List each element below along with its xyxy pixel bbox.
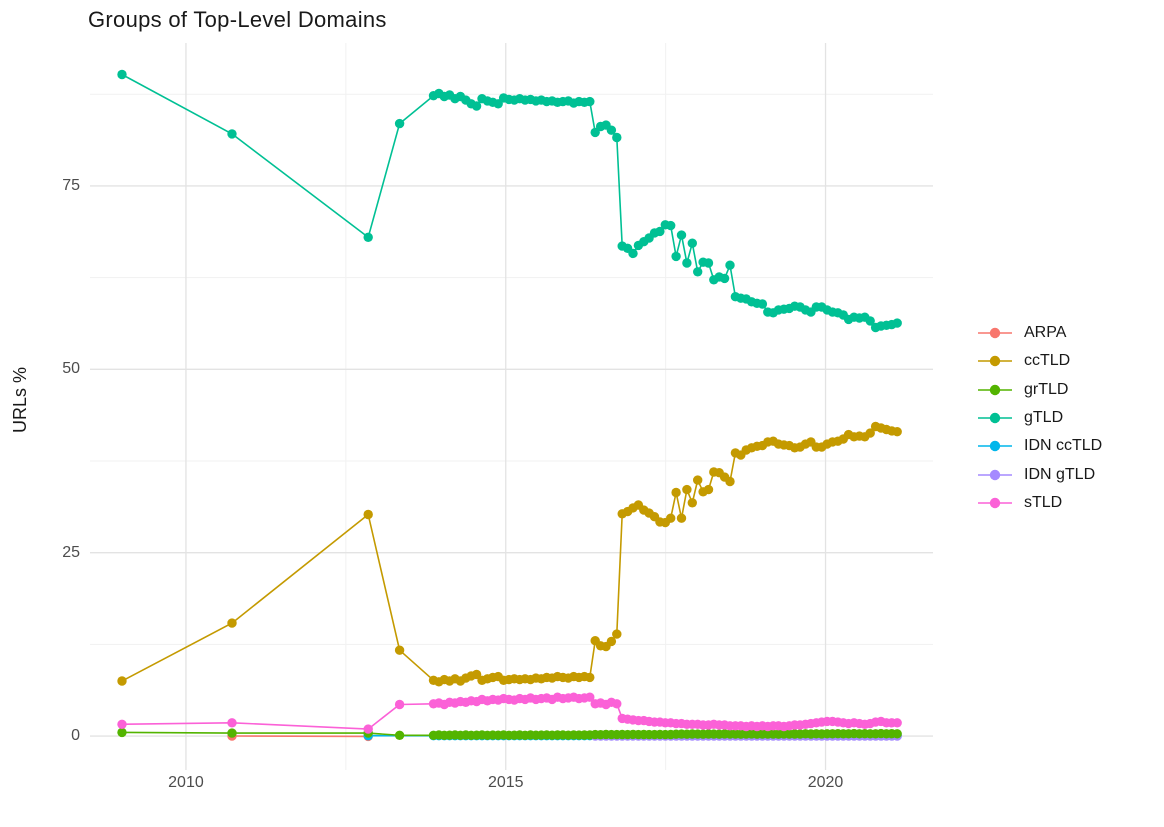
series-ccTLD-point — [703, 484, 714, 495]
series-gTLD-point — [687, 238, 697, 248]
series-sTLD-point — [394, 699, 405, 710]
series-gTLD-point — [363, 232, 373, 242]
series-ccTLD-point — [363, 509, 373, 520]
series-sTLD-point — [892, 718, 902, 728]
series-ccTLD-point — [117, 676, 127, 686]
series-ccTLD-point — [394, 645, 405, 655]
legend-label: gTLD — [1024, 409, 1064, 427]
legend-item-gTLD: gTLD — [976, 404, 1102, 432]
series-grTLD-point — [227, 728, 237, 738]
series-gTLD-point — [693, 267, 703, 277]
series-gTLD-point — [117, 69, 127, 80]
legend-label: grTLD — [1024, 380, 1069, 398]
y-tick-label: 25 — [62, 543, 80, 561]
series-sTLD-point — [117, 719, 127, 729]
legend-key-icon — [978, 441, 1012, 452]
legend-key-icon — [978, 327, 1012, 339]
legend-label: sTLD — [1024, 493, 1063, 511]
x-tick-label: 2015 — [487, 774, 524, 791]
legend: ARPA ccTLD grTLD gTLD IDN ccTLD IDN gTLD sTLD — [976, 319, 1102, 517]
legend-key-icon — [978, 356, 1012, 367]
series-ccTLD-point — [612, 629, 622, 639]
series-gTLD-point — [606, 125, 617, 135]
series-gTLD-point — [757, 299, 768, 309]
series-gTLD-point — [725, 260, 735, 270]
legend-key-icon — [978, 497, 1012, 509]
series-gTLD-point — [585, 96, 595, 107]
y-tick-label: 50 — [62, 360, 80, 378]
legend-key-icon — [978, 469, 1012, 480]
legend-item-sTLD: sTLD — [976, 489, 1102, 517]
x-tick-label: 2020 — [807, 774, 844, 791]
y-axis-title: URLs % — [10, 367, 30, 434]
series-gTLD-point — [628, 248, 638, 259]
series-gTLD-point — [865, 316, 875, 326]
series-ccTLD-point — [725, 476, 735, 487]
series-grTLD-point — [892, 729, 902, 739]
series-sTLD-point — [585, 692, 595, 702]
series-ccTLD-point — [693, 475, 703, 485]
legend-label: IDN gTLD — [1024, 465, 1096, 483]
series-ccTLD-point — [671, 487, 681, 498]
series-sTLD-point — [612, 699, 622, 709]
series-grTLD-point — [117, 727, 127, 738]
legend-key-icon — [978, 384, 1012, 395]
chart-title: Groups of Top-Level Domains — [88, 7, 387, 32]
series-ccTLD-point — [892, 427, 902, 437]
series-gTLD-point — [666, 220, 676, 231]
series-gTLD-point — [227, 129, 237, 139]
y-tick-label: 75 — [62, 176, 80, 194]
series-gTLD-line — [121, 73, 898, 329]
series-ccTLD-point — [227, 618, 237, 628]
series-gTLD-point — [703, 258, 714, 268]
series-gTLD-point — [719, 273, 730, 284]
series-gTLD-point — [471, 101, 482, 111]
x-tick-label: 2010 — [168, 774, 204, 791]
series-gTLD-point — [612, 132, 622, 143]
legend-item-ccTLD: ccTLD — [976, 347, 1102, 375]
legend-item-IDN-gTLD: IDN gTLD — [976, 460, 1102, 488]
series-ccTLD-point — [687, 498, 697, 508]
series-gTLD-point — [682, 258, 692, 268]
series-ccTLD-point — [666, 513, 676, 523]
y-tick-label: 0 — [71, 727, 80, 745]
series-ccTLD-line — [121, 425, 898, 683]
series-gTLD-point — [394, 118, 405, 129]
series-gTLD-point — [671, 251, 681, 262]
series-gTLD-point — [892, 318, 902, 328]
series-ccTLD-point — [682, 484, 692, 495]
series-grTLD-point — [394, 730, 405, 740]
series-gTLD-point — [655, 226, 665, 237]
series-ccTLD-point — [606, 636, 617, 647]
series-ccTLD-point — [865, 428, 875, 438]
legend-key-icon — [978, 412, 1012, 424]
series-ccTLD-point — [676, 513, 687, 523]
legend-item-grTLD: grTLD — [976, 376, 1102, 404]
legend-label: ccTLD — [1024, 352, 1071, 370]
legend-item-IDN-ccTLD: IDN ccTLD — [976, 432, 1102, 460]
legend-item-ARPA: ARPA — [976, 319, 1102, 347]
series-sTLD-point — [227, 718, 237, 728]
series-ccTLD-point — [585, 672, 595, 683]
series-gTLD-point — [676, 230, 687, 240]
legend-label: ARPA — [1024, 324, 1067, 342]
series-sTLD-point — [363, 724, 373, 734]
legend-label: IDN ccTLD — [1024, 437, 1103, 455]
